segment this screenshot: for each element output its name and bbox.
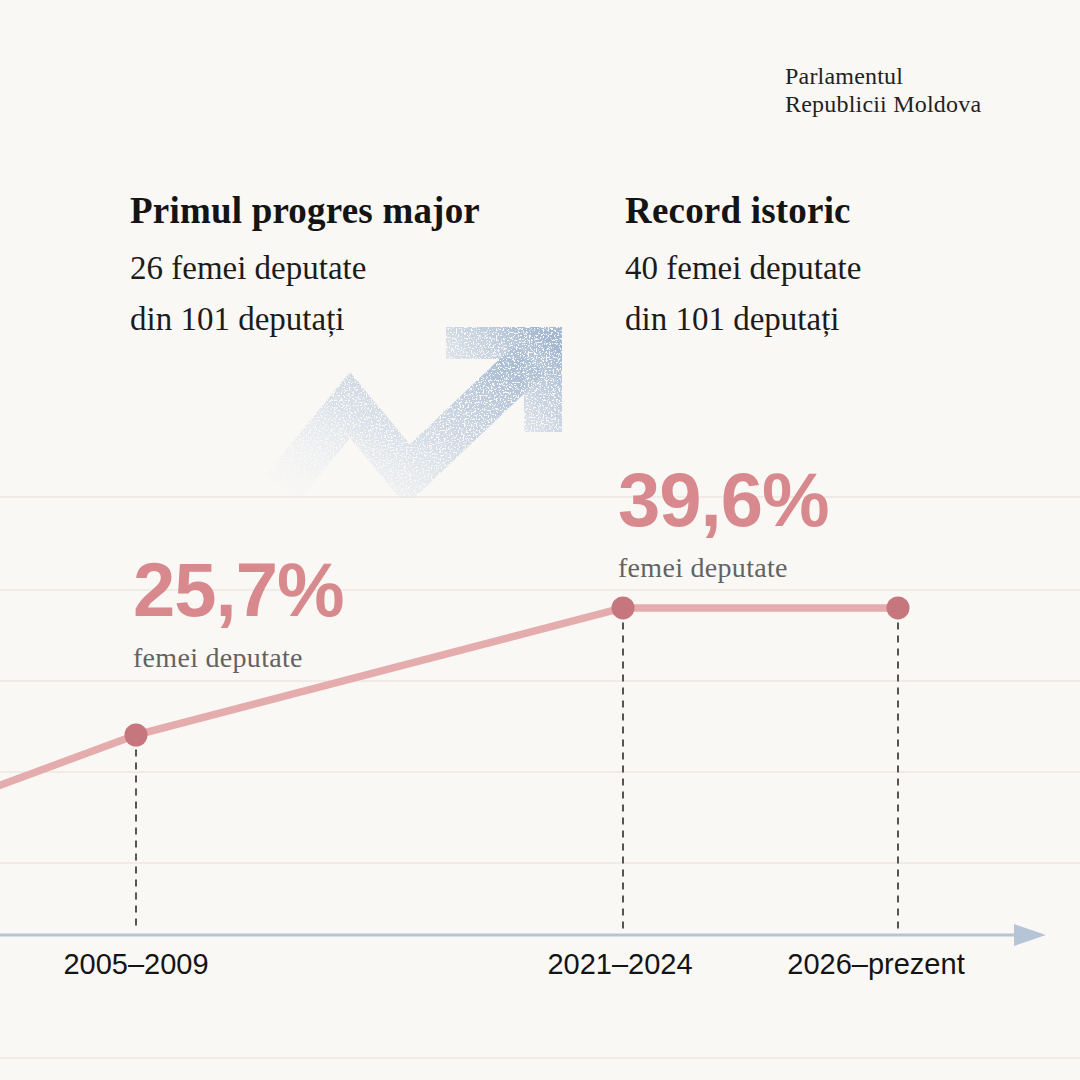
percentage-caption: femei deputate <box>618 552 829 584</box>
x-tick-2005-2009: 2005–2009 <box>63 948 208 981</box>
percentage-value: 25,7% <box>133 552 344 628</box>
trend-line-chart <box>0 0 1080 1080</box>
milestone-detail-line1: 40 femei deputate <box>625 250 861 286</box>
parliament-logo: Parlamentul Republicii Moldova <box>785 62 981 118</box>
infographic-canvas: Parlamentul Republicii Moldova Primul pr… <box>0 0 1080 1080</box>
milestone-title: Primul progres major <box>130 190 600 233</box>
milestone-title: Record istoric <box>625 190 1080 233</box>
percentage-caption: femei deputate <box>133 642 344 674</box>
milestone-detail-line1: 26 femei deputate <box>130 250 366 286</box>
x-tick-2021-2024: 2021–2024 <box>547 948 692 981</box>
milestone-record: Record istoric 40 femei deputate din 101… <box>625 190 1080 345</box>
x-tick-2026-prezent: 2026–prezent <box>787 948 964 981</box>
logo-line-1: Parlamentul <box>785 62 981 90</box>
annotation-2021-2024: 39,6% femei deputate <box>618 462 829 584</box>
percentage-value: 39,6% <box>618 462 829 538</box>
trending-up-arrow-icon <box>268 302 590 514</box>
logo-line-2: Republicii Moldova <box>785 90 981 118</box>
milestone-detail-line2: din 101 deputați <box>625 301 839 337</box>
annotation-2005-2009: 25,7% femei deputate <box>133 552 344 674</box>
